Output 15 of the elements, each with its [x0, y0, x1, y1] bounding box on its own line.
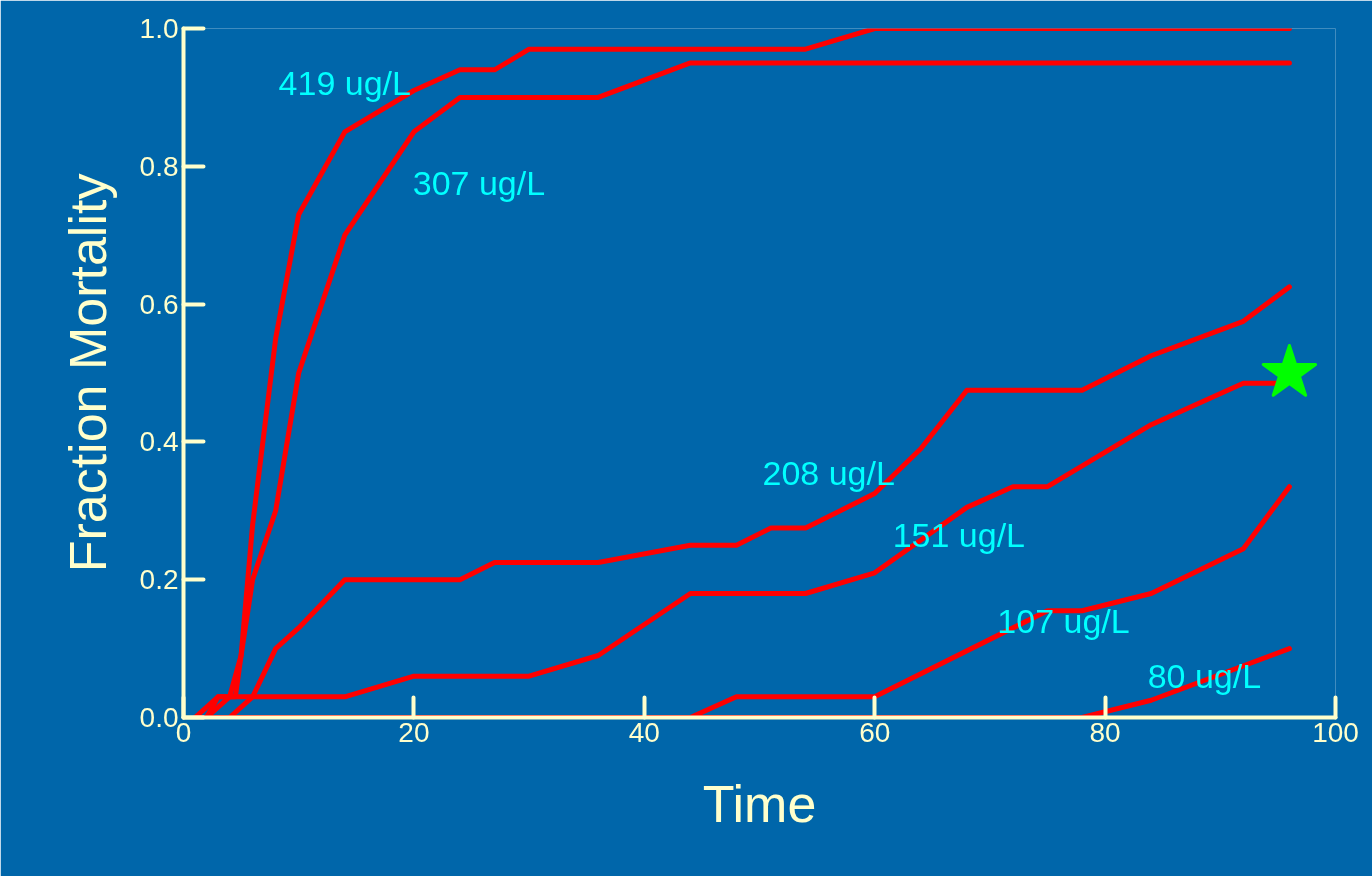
- x-tick-label: 100: [1312, 716, 1359, 748]
- y-tick-label: 0.4: [139, 426, 179, 458]
- y-tick-label: 0.6: [139, 288, 179, 320]
- y-tick-label: 0.8: [139, 150, 179, 182]
- y-tick-label: 0.2: [139, 564, 179, 596]
- y-axis-title: Fraction Mortality: [58, 173, 117, 573]
- x-tick-label: 20: [398, 716, 430, 748]
- annotation: 419 ug/L: [278, 63, 411, 102]
- x-tick-label: 40: [628, 716, 660, 748]
- y-tick-label: 1.0: [139, 13, 179, 44]
- x-tick-label: 80: [1089, 716, 1121, 748]
- annotation: 307 ug/L: [412, 163, 546, 202]
- x-tick-label: 60: [859, 716, 891, 748]
- x-axis-title: Time: [702, 774, 817, 833]
- annotation: 208 ug/L: [762, 453, 895, 492]
